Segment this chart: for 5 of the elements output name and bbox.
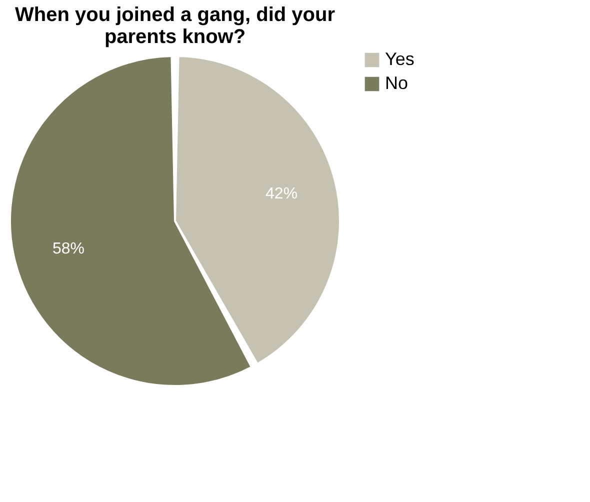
data-label: 42%	[266, 186, 298, 203]
data-label: 58%	[52, 240, 84, 258]
legend-label: No	[385, 73, 408, 93]
legend-label: Yes	[385, 49, 414, 69]
chart-title: When you joined a gang, did your parents know?	[15, 4, 336, 48]
